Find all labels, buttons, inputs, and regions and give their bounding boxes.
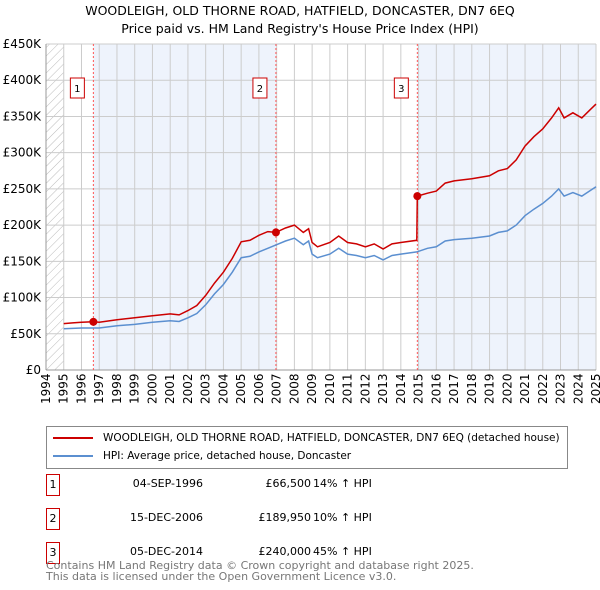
y-tick-label: £100K <box>3 291 43 305</box>
shaded-period-3 <box>417 44 596 370</box>
sale-badge-label: 2 <box>257 84 263 95</box>
x-tick-label: 2017 <box>447 373 461 404</box>
x-tick-label: 2012 <box>358 373 372 404</box>
y-tick-label: £300K <box>3 146 43 160</box>
sale-price: £189,950 <box>258 511 312 524</box>
y-tick-label: £400K <box>3 73 43 87</box>
y-tick-label: £350K <box>3 109 43 123</box>
x-tick-label: 2022 <box>536 373 550 404</box>
sale-badge-label: 3 <box>398 84 404 95</box>
x-tick-label: 2025 <box>589 373 600 404</box>
price-chart: 1 2 3 £0 £50K £100K £150K £200K £250K £300K £350K £… <box>3 37 600 404</box>
x-tick-label: 2020 <box>500 373 514 404</box>
sale-badge-label: 1 <box>74 84 80 95</box>
x-tick-label: 2018 <box>465 373 479 404</box>
x-tick-label: 2013 <box>376 373 390 404</box>
x-tick-label: 2008 <box>287 373 301 404</box>
chart-title: WOODLEIGH, OLD THORNE ROAD, HATFIELD, DO… <box>85 3 515 18</box>
y-tick-label: £0 <box>26 363 41 377</box>
x-tick-label: 2002 <box>181 373 195 404</box>
sale-badge <box>69 77 85 99</box>
sale-hpi-change: 10% ↑ HPI <box>313 511 372 524</box>
shaded-period-1 <box>93 44 276 370</box>
x-tick-label: 2010 <box>323 373 337 404</box>
sale-hpi-change: 14% ↑ HPI <box>313 477 372 490</box>
x-tick-label: 1995 <box>57 373 71 404</box>
sale-number-badge: 1 <box>46 474 60 496</box>
sale-point <box>413 192 422 201</box>
sale-date: 05-DEC-2014 <box>129 545 203 558</box>
x-tick-label: 2024 <box>571 373 585 404</box>
sale-number-badge: 2 <box>46 508 60 530</box>
footer-licence: This data is licensed under the Open Gov… <box>46 570 397 583</box>
legend-property: WOODLEIGH, OLD THORNE ROAD, HATFIELD, DO… <box>103 432 560 444</box>
pre-data-hatch <box>46 44 64 370</box>
sale-point <box>271 228 280 237</box>
x-tick-label: 1996 <box>74 373 88 404</box>
y-tick-label: £200K <box>3 218 43 232</box>
x-tick-label: 2006 <box>252 373 266 404</box>
legend-hpi: HPI: Average price, detached house, Donc… <box>103 450 352 462</box>
x-tick-label: 2001 <box>163 373 177 404</box>
y-tick-label: £50K <box>10 327 42 341</box>
x-tick-label: 2015 <box>412 373 426 404</box>
sale-badge <box>393 77 409 99</box>
hpi-line <box>63 186 597 330</box>
sale-point <box>89 317 98 326</box>
sale-row: 2 15-DEC-2006 £189,950 10% ↑ HPI <box>46 508 546 530</box>
y-tick-label: £150K <box>3 254 43 268</box>
x-tick-label: 2014 <box>394 373 408 404</box>
sale-number-badge: 3 <box>46 542 60 564</box>
x-tick-label: 2000 <box>145 373 159 404</box>
x-tick-label: 2007 <box>270 373 284 404</box>
x-tick-label: 2009 <box>305 373 319 404</box>
chart-subtitle: Price paid vs. HM Land Registry's House … <box>121 21 479 36</box>
x-tick-label: 2005 <box>234 373 248 404</box>
x-tick-label: 2016 <box>429 373 443 404</box>
sale-price: £240,000 <box>258 545 312 558</box>
y-tick-label: £250K <box>3 182 43 196</box>
x-tick-label: 1997 <box>92 373 106 404</box>
x-tick-label: 2004 <box>216 373 230 404</box>
x-tick-label: 2003 <box>199 373 213 404</box>
x-tick-label: 2023 <box>554 373 568 404</box>
hpi-line-swatch <box>53 455 93 457</box>
x-tick-label: 1994 <box>39 373 53 404</box>
property-price-line <box>63 103 597 325</box>
x-tick-label: 2021 <box>518 373 532 404</box>
property-line-swatch <box>53 437 93 439</box>
chart-legend: WOODLEIGH, OLD THORNE ROAD, HATFIELD, DO… <box>46 426 568 469</box>
x-tick-label: 1998 <box>110 373 124 404</box>
footer-copyright: Contains HM Land Registry data © Crown c… <box>46 559 474 572</box>
sale-badge <box>252 77 268 99</box>
y-tick-label: £450K <box>3 37 43 51</box>
sale-row: 1 04-SEP-1996 £66,500 14% ↑ HPI <box>46 474 546 496</box>
sale-row: 3 05-DEC-2014 £240,000 45% ↑ HPI <box>46 542 546 564</box>
sale-hpi-change: 45% ↑ HPI <box>313 545 372 558</box>
sale-date: 15-DEC-2006 <box>129 511 203 524</box>
x-tick-label: 2019 <box>483 373 497 404</box>
x-tick-label: 1999 <box>128 373 142 404</box>
x-tick-label: 2011 <box>341 373 355 404</box>
sale-price: £66,500 <box>265 477 312 490</box>
sale-date: 04-SEP-1996 <box>132 477 203 490</box>
